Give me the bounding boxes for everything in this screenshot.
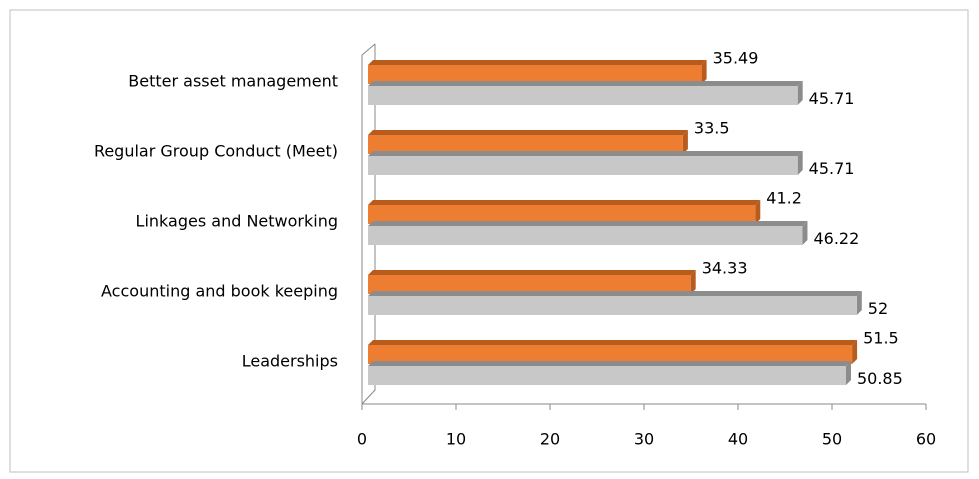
bar	[368, 65, 702, 84]
data-label: 51.5	[863, 329, 899, 348]
x-tick-label: 50	[822, 430, 842, 449]
x-tick-label: 40	[728, 430, 748, 449]
bar	[368, 345, 853, 364]
x-tick-label: 0	[357, 430, 367, 449]
bar-side	[802, 221, 808, 245]
bar-top	[368, 81, 803, 86]
bar-side	[690, 270, 696, 294]
bar-side	[797, 81, 803, 105]
bar-side	[682, 130, 688, 154]
y-tick-label: Leaderships	[242, 352, 338, 371]
data-label: 45.71	[809, 159, 855, 178]
bar-top	[368, 361, 851, 366]
wall-edge-top	[361, 43, 376, 56]
bar-side	[797, 151, 803, 175]
bar	[368, 156, 798, 175]
bar-side	[755, 200, 761, 224]
bar	[368, 366, 846, 385]
bar	[368, 296, 857, 315]
bar-top	[368, 151, 803, 156]
bar	[368, 86, 798, 105]
bar-side	[852, 340, 858, 364]
x-tick-label: 20	[540, 430, 560, 449]
bar-top	[368, 221, 808, 226]
x-tick-label: 30	[634, 430, 654, 449]
bar	[368, 205, 756, 224]
bar	[368, 226, 803, 245]
data-label: 34.33	[702, 259, 748, 278]
bar-top	[368, 270, 696, 275]
bar-top	[368, 130, 688, 135]
y-tick-label: Better asset management	[128, 72, 338, 91]
data-label: 46.22	[813, 229, 859, 248]
data-label: 45.71	[809, 89, 855, 108]
data-label: 41.2	[766, 189, 802, 208]
bar-side	[701, 60, 707, 84]
y-tick-label: Accounting and book keeping	[101, 282, 338, 301]
bar-top	[368, 200, 761, 205]
bar	[368, 275, 691, 294]
bar-side	[856, 291, 862, 315]
y-tick-label: Regular Group Conduct (Meet)	[94, 142, 338, 161]
y-tick-label: Linkages and Networking	[136, 212, 338, 231]
bar-top	[368, 291, 862, 296]
data-label: 33.5	[694, 119, 730, 138]
data-label: 35.49	[713, 49, 759, 68]
data-label: 50.85	[857, 369, 903, 388]
bar-side	[845, 361, 851, 385]
bar	[368, 135, 683, 154]
data-label: 52	[868, 299, 888, 318]
x-tick-label: 60	[916, 430, 936, 449]
x-tick-label: 10	[446, 430, 466, 449]
bar-top	[368, 60, 707, 65]
bar-top	[368, 340, 858, 345]
